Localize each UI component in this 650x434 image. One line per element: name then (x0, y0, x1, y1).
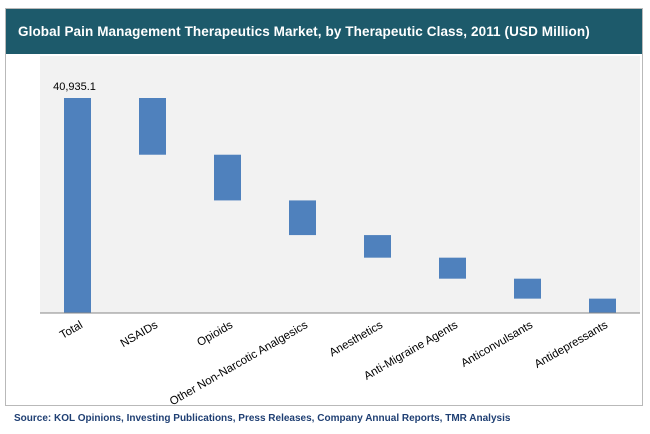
bar-antidepressants (589, 298, 616, 313)
bar-other-non-narcotic-analgesics (289, 200, 316, 236)
data-label-total: 40,935.1 (53, 81, 96, 93)
chart-title: Global Pain Management Therapeutics Mark… (18, 24, 590, 39)
chart-header-bar: Global Pain Management Therapeutics Mark… (6, 9, 642, 54)
x-tick-label: Antidepressants (533, 319, 611, 371)
bar-anti-migraine-agents (439, 257, 466, 279)
bar-opioids (214, 154, 241, 201)
x-tick-label: Anesthetics (328, 319, 386, 359)
x-tick-label: Opioids (195, 319, 235, 349)
chart-frame: Global Pain Management Therapeutics Mark… (5, 8, 643, 406)
x-tick-label: NSAIDs (119, 319, 161, 350)
x-tick-label: Anticonvulsants (459, 319, 535, 370)
x-tick-label: Total (58, 319, 85, 342)
plot-area (40, 56, 640, 313)
bar-anticonvulsants (514, 278, 541, 299)
bar-anesthetics (364, 235, 391, 258)
x-tick-label: Other Non-Narcotic Analgesics (168, 319, 310, 405)
bar-nsaids (139, 98, 166, 155)
source-note: Source: KOL Opinions, Investing Publicat… (14, 413, 511, 424)
bar-total (64, 98, 91, 313)
